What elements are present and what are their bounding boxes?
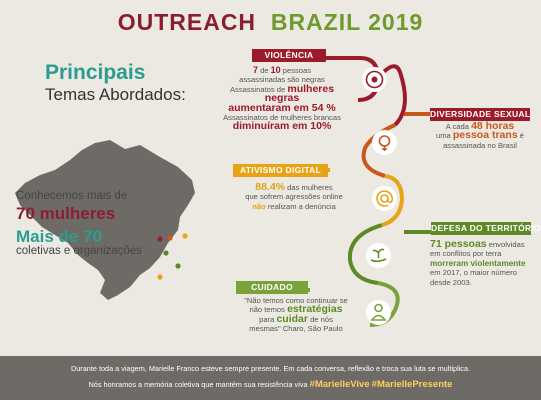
ativismo-icon-circle [372,186,397,211]
cuidado-cuidar: cuidar [276,312,308,325]
at-sign-icon [376,190,394,207]
label-territorio: DEFESA DO TERRITÓRIO [431,222,541,235]
intro-heading: Principais [45,61,146,84]
footer-line2-text: Nós honramos a memória coletiva que mant… [88,380,308,389]
ativismo-line3b: realizam a denúncia [265,201,336,211]
violencia-text: 7 de 10 pessoas assassinadas são negras … [212,65,352,133]
planting-hand-icon [370,248,387,263]
title-brazil-2019: BRAZIL 2019 [270,9,424,35]
label-violencia: VIOLÊNCIA [252,49,326,62]
footer-line1: Durante toda a viagem, Marielle Franco e… [70,364,471,373]
map-dot-3 [182,233,188,239]
label-diversidade: DIVERSIDADE SEXUAL [430,108,531,121]
violencia-line2: assassinadas são negras [239,75,325,85]
cuidado-line1: "Não temos como continuar se [244,296,348,305]
person-icon [370,303,387,321]
violencia-de: de [257,66,271,75]
label-ativismo: ATIVISMO DIGITAL [233,164,328,177]
violencia-stat-10: 10 [270,65,281,75]
cuidado-icon-circle [366,300,391,325]
target-icon [365,70,384,89]
territorio-morreram: morreram violentamente [430,258,526,268]
footer-line2: Nós honramos a memória coletiva que mant… [0,379,541,390]
cuidado-line3a: para [259,314,277,324]
hashtag-marielle-vive[interactable]: #MarielleVive [309,379,370,390]
page-title: OUTREACH BRAZIL 2019 [0,9,541,36]
diversidade-48-horas: 48 horas [471,120,515,132]
map-dot-6 [157,274,163,280]
cuidado-line2a: não temos [249,305,288,315]
ativismo-88: 88.4% [255,181,286,193]
cuidado-estrategias: estratégias [287,303,343,316]
violencia-line5: Assassinatos de mulheres brancas [223,113,341,123]
territorio-line1b: envolvidas [486,240,525,249]
stats-number1: 70 mulheres [16,204,116,223]
violencia-stat-7: 7 [252,65,258,75]
territorio-71-pessoas: 71 pessoas [430,238,487,250]
diversidade-text: A cada 48 horas uma pessoa trans é assas… [425,120,535,150]
ativismo-line1b: das mulheres [285,183,333,192]
map-dot-1 [157,236,163,242]
hashtag-marielle-presente[interactable]: #MariellePresente [371,379,453,390]
territorio-text: 71 pessoas envolvidas em conflitos por t… [430,238,538,287]
cuidado-text: "Não temos como continuar se não temos e… [232,296,360,334]
map-dot-5 [175,263,181,269]
territorio-icon-circle [366,243,391,268]
stats-number2: Mais de 70 [16,227,102,246]
ativismo-line2: que sofrem agressões online [245,192,343,202]
territorio-line2: em conflitos por terra [430,249,502,259]
stats-line1: Conhecemos mais de [16,190,128,202]
footer: Durante toda a viagem, Marielle Franco e… [0,356,541,400]
violencia-mulheres-negras: mulheres negras [264,82,335,105]
cuidado-line4: mesmas" Charo, São Paulo [249,324,343,334]
violencia-diminuiram: diminuíram em 10% [232,120,332,133]
gender-icon [378,135,391,151]
diversidade-icon-circle [372,130,397,155]
diversidade-line3: assassinada no Brasil [443,140,517,150]
territorio-line4: em 2017, o maior número [430,268,517,278]
ativismo-nao: não [252,201,266,211]
diversidade-line2a: uma [435,131,453,141]
label-cuidado: CUIDADO [236,281,308,294]
map-dot-2 [167,235,173,241]
diversidade-pessoa-trans: pessoa trans [452,129,518,142]
violencia-pessoas: pessoas [280,66,312,75]
stats-line2: coletivas e organizações [16,245,142,257]
intro-subheading: Temas Abordados: [45,85,186,104]
violencia-aumentaram: aumentaram em 54 % [228,101,336,114]
diversidade-line1a: A cada [445,122,472,131]
cuidado-line3c: de nós [307,314,333,324]
diversidade-line2c: é [517,131,524,141]
territorio-line5: desde 2003. [430,277,472,287]
map-dot-4 [163,250,169,256]
violencia-line3a: Assassinatos de [229,84,288,94]
title-outreach: OUTREACH [117,9,257,35]
violencia-icon-circle [362,67,387,92]
brazil-map [15,140,195,300]
ativismo-text: 88.4% das mulheres que sofrem agressões … [232,181,356,211]
